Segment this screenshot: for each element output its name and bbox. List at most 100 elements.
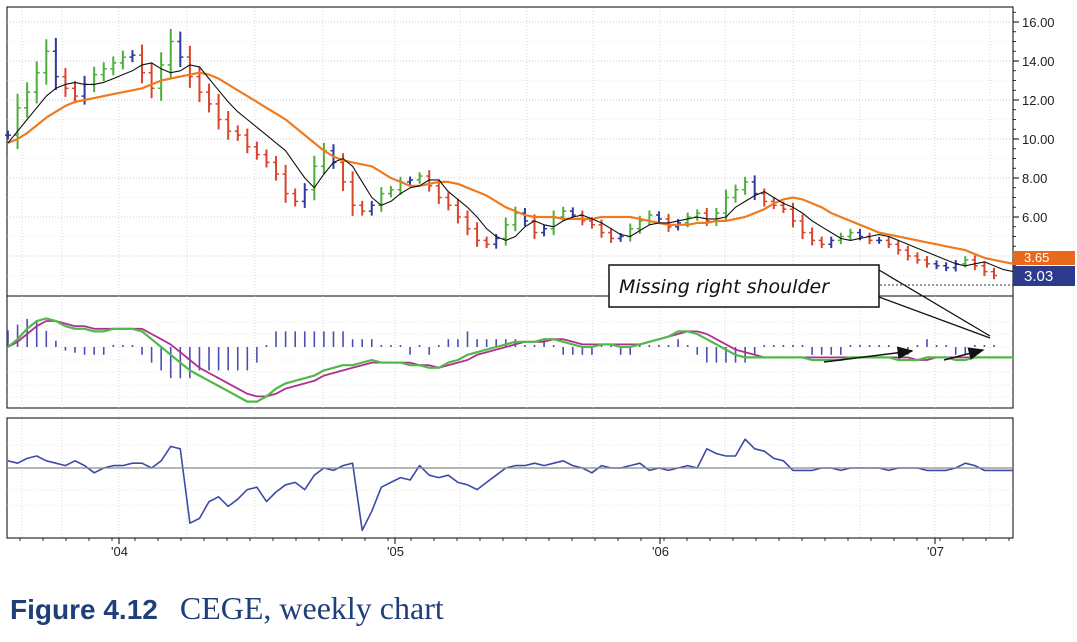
price-bar [981, 261, 988, 277]
last-price-label: 3.03 [1024, 268, 1053, 285]
price-bar [139, 44, 146, 84]
price-bar [445, 192, 452, 211]
price-bar [244, 128, 251, 154]
last-price-badge: 3.03 [1013, 266, 1075, 286]
time-tick-label: '04 [111, 544, 128, 559]
price-bar [129, 50, 136, 63]
price-bar [876, 236, 883, 244]
price-tick-label: 16.00 [1022, 15, 1055, 30]
annotation-text: Missing right shoulder [619, 276, 830, 298]
figure-number: Figure 4.12 [10, 594, 158, 625]
time-tick-label: '06 [652, 544, 669, 559]
force-panel-frame [6, 417, 1014, 539]
price-bar [722, 189, 729, 221]
price-bar [914, 252, 921, 264]
price-bar [387, 185, 394, 198]
price-bar [474, 222, 481, 247]
time-tick-label: '07 [927, 544, 944, 559]
price-bar [923, 256, 930, 268]
price-bar [301, 183, 308, 208]
force-index-line [7, 438, 1014, 532]
price-bar [110, 56, 117, 76]
price-bar [62, 68, 69, 97]
price-bar [608, 228, 615, 243]
price-bars [5, 28, 997, 280]
price-bar [148, 62, 155, 99]
figure-caption: Figure 4.12 CEGE, weekly chart [10, 590, 444, 627]
price-bar [359, 200, 366, 216]
time-axis: '04 '05 '06 '07 [19, 538, 1010, 559]
price-bar [206, 83, 213, 113]
price-bar [943, 262, 950, 272]
panel-frames [6, 6, 1014, 539]
price-bar [732, 184, 739, 203]
rising-arrow-2 [943, 347, 985, 361]
ma-value-label: 3.65 [1024, 250, 1049, 265]
price-bar [177, 31, 184, 67]
price-bar [885, 236, 892, 249]
price-bar [349, 171, 356, 216]
price-bar [234, 125, 241, 141]
price-bar [282, 164, 289, 203]
price-bar [818, 236, 825, 249]
annotation-pointer-line-2 [878, 296, 991, 339]
price-bar [502, 217, 509, 246]
price-bar [828, 236, 835, 249]
price-bar [43, 39, 50, 85]
price-bar [904, 245, 911, 261]
price-bar [24, 82, 31, 118]
price-bar [186, 45, 193, 88]
price-bar [426, 170, 433, 192]
price-bar [799, 214, 806, 240]
macd-panel-frame [6, 295, 1014, 409]
price-tick-label: 10.00 [1022, 132, 1055, 147]
ma-value-badge: 3.65 [1013, 250, 1075, 265]
figure-title: CEGE, weekly chart [179, 590, 444, 626]
price-bar [464, 210, 471, 236]
price-bar [215, 94, 222, 130]
price-bar [253, 141, 260, 160]
annotation-pointer-line-1 [878, 269, 991, 337]
price-bar [991, 267, 997, 280]
macd-signal-line [7, 320, 1014, 398]
price-tick-label: 14.00 [1022, 54, 1055, 69]
price-bar [541, 224, 548, 237]
price-bar [33, 61, 40, 104]
price-tick-label: 12.00 [1022, 93, 1055, 108]
fast-moving-average-line [7, 62, 1014, 273]
annotation-box [608, 264, 880, 308]
price-bar [655, 211, 662, 223]
price-bar [742, 176, 749, 195]
price-bar [5, 130, 11, 140]
price-bar [847, 228, 854, 241]
price-bar [416, 172, 423, 184]
price-bar [263, 149, 270, 168]
price-bar [158, 52, 165, 101]
price-bar [167, 28, 174, 78]
price-bar [292, 188, 299, 207]
price-bar [273, 155, 280, 181]
price-bar [483, 236, 490, 249]
price-bar [933, 260, 940, 270]
time-tick-label: '05 [387, 544, 404, 559]
slow-moving-average-line [7, 71, 1014, 265]
price-bar [454, 198, 461, 224]
price-bar [100, 62, 107, 82]
price-bar [809, 227, 816, 246]
price-bar [311, 155, 318, 201]
price-bar [368, 200, 375, 216]
price-bar [52, 37, 59, 90]
rising-arrow-1 [823, 346, 914, 363]
price-tick-label: 6.00 [1022, 210, 1047, 225]
price-bar [72, 81, 79, 104]
price-bar [971, 255, 978, 271]
price-bar [407, 176, 414, 186]
price-bar [119, 50, 126, 70]
chart-background [0, 0, 1077, 590]
price-tick-label: 8.00 [1022, 171, 1047, 186]
price-bar [225, 110, 232, 140]
missing-shoulder-annotation: Missing right shoulder [608, 264, 991, 339]
price-bar [435, 179, 442, 204]
price-bar [895, 239, 902, 255]
